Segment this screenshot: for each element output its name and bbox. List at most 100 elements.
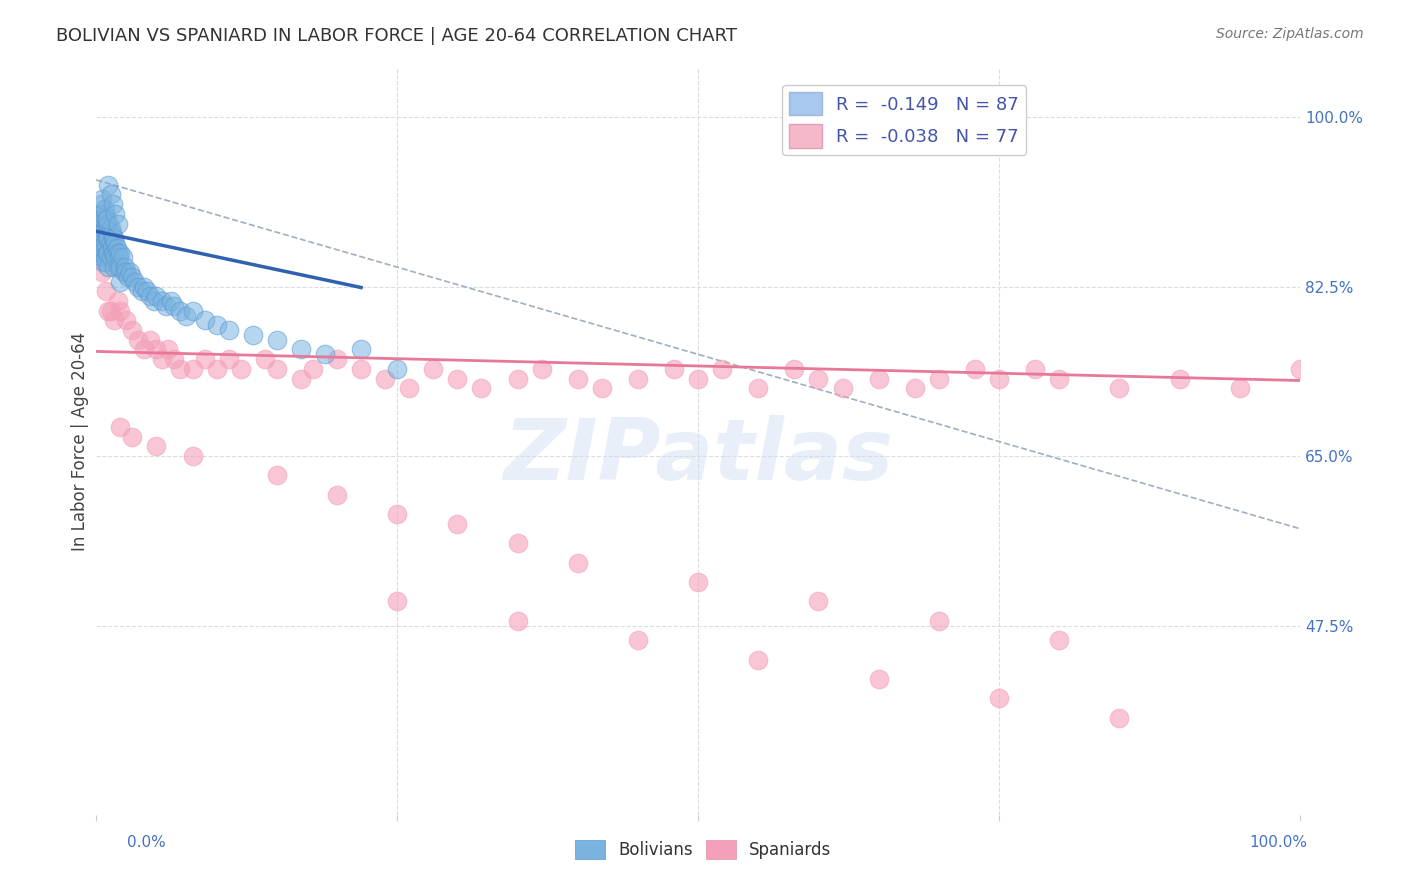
Point: [96, 217, 118, 231]
Point: [591, 381, 613, 395]
Point: [1108, 711, 1130, 725]
Point: [131, 285, 153, 299]
Point: [97, 303, 120, 318]
Point: [398, 381, 420, 395]
Point: [193, 352, 215, 367]
Point: [101, 241, 124, 255]
Point: [145, 343, 167, 357]
Point: [97, 231, 120, 245]
Point: [91, 265, 114, 279]
Point: [97, 217, 120, 231]
Legend: Bolivians, Spaniards: Bolivians, Spaniards: [568, 833, 838, 866]
Point: [350, 343, 373, 357]
Point: [169, 303, 191, 318]
Point: [107, 260, 129, 274]
Point: [101, 197, 124, 211]
Point: [1229, 381, 1251, 395]
Point: [91, 251, 114, 265]
Point: [94, 285, 117, 299]
Point: [446, 371, 468, 385]
Text: ZIPatlas: ZIPatlas: [503, 415, 893, 498]
Point: [385, 507, 408, 521]
Point: [96, 245, 118, 260]
Point: [807, 594, 830, 608]
Point: [205, 318, 228, 333]
Point: [627, 633, 650, 648]
Point: [91, 192, 114, 206]
Point: [103, 313, 125, 327]
Point: [117, 269, 139, 284]
Point: [124, 275, 146, 289]
Point: [807, 371, 830, 385]
Point: [1289, 362, 1312, 376]
Text: Source: ZipAtlas.com: Source: ZipAtlas.com: [1216, 27, 1364, 41]
Point: [93, 241, 115, 255]
Point: [1024, 362, 1046, 376]
Point: [110, 260, 132, 274]
Point: [988, 371, 1011, 385]
Point: [127, 333, 149, 347]
Point: [205, 362, 228, 376]
Point: [89, 235, 111, 250]
Point: [314, 347, 336, 361]
Point: [90, 221, 112, 235]
Point: [1047, 371, 1070, 385]
Point: [218, 352, 240, 367]
Point: [193, 313, 215, 327]
Point: [111, 251, 134, 265]
Point: [104, 251, 127, 265]
Point: [155, 299, 177, 313]
Point: [101, 231, 124, 245]
Point: [100, 235, 122, 250]
Point: [100, 251, 122, 265]
Text: 100.0%: 100.0%: [1250, 836, 1308, 850]
Point: [422, 362, 444, 376]
Point: [506, 614, 529, 628]
Point: [104, 235, 127, 250]
Point: [711, 362, 734, 376]
Point: [152, 352, 174, 367]
Legend: R =  -0.149   N = 87, R =  -0.038   N = 77: R = -0.149 N = 87, R = -0.038 N = 77: [782, 85, 1026, 155]
Point: [831, 381, 853, 395]
Point: [290, 371, 312, 385]
Point: [242, 328, 264, 343]
Point: [103, 231, 125, 245]
Point: [662, 362, 685, 376]
Point: [114, 260, 136, 274]
Point: [97, 260, 120, 274]
Point: [506, 536, 529, 550]
Point: [868, 371, 890, 385]
Point: [290, 343, 312, 357]
Point: [627, 371, 650, 385]
Point: [93, 211, 115, 226]
Point: [181, 449, 204, 463]
Point: [446, 516, 468, 531]
Point: [101, 245, 124, 260]
Point: [688, 371, 710, 385]
Point: [134, 279, 156, 293]
Point: [115, 313, 138, 327]
Point: [1108, 381, 1130, 395]
Point: [90, 197, 112, 211]
Point: [152, 294, 174, 309]
Point: [110, 245, 132, 260]
Point: [93, 235, 115, 250]
Point: [181, 303, 204, 318]
Point: [747, 381, 769, 395]
Point: [1047, 633, 1070, 648]
Point: [94, 241, 117, 255]
Point: [93, 221, 115, 235]
Point: [94, 226, 117, 240]
Point: [121, 269, 143, 284]
Point: [385, 594, 408, 608]
Point: [107, 217, 129, 231]
Point: [139, 289, 162, 303]
Point: [530, 362, 553, 376]
Point: [783, 362, 806, 376]
Point: [688, 574, 710, 589]
Point: [904, 381, 927, 395]
Point: [93, 226, 115, 240]
Point: [96, 211, 118, 226]
Point: [163, 352, 186, 367]
Point: [91, 235, 114, 250]
